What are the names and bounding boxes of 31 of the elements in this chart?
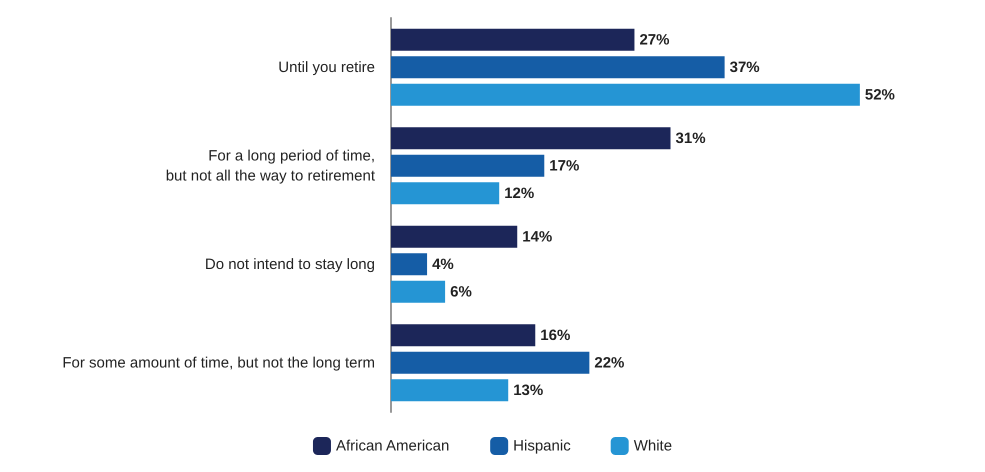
bar — [391, 280, 446, 303]
data-label: 12% — [504, 184, 534, 202]
bar — [391, 253, 428, 276]
legend-label: White — [634, 438, 672, 454]
bar — [391, 154, 544, 177]
bar — [391, 226, 518, 248]
data-label: 4% — [432, 256, 454, 273]
y-tick-label: For some amount of time, but not the long term — [62, 354, 375, 372]
data-label: 13% — [513, 382, 544, 399]
data-label: 37% — [730, 58, 760, 76]
legend-label: African American — [336, 438, 450, 454]
bar — [391, 127, 671, 150]
y-tick-label: Until you retire — [278, 58, 375, 76]
legend-label: Hispanic — [513, 438, 572, 454]
bar — [391, 56, 725, 78]
data-label: 31% — [676, 130, 706, 147]
bar — [391, 28, 634, 51]
data-label: 22% — [594, 354, 624, 372]
data-label: 17% — [549, 157, 580, 174]
bar — [391, 324, 536, 346]
data-label: 6% — [450, 283, 472, 300]
y-tick-label: For a long period of time, but not all the way to retirement — [166, 147, 376, 184]
data-label: 14% — [522, 228, 552, 246]
data-label: 16% — [540, 326, 570, 344]
bar — [391, 182, 500, 204]
bar — [391, 84, 860, 106]
bar — [391, 352, 590, 374]
data-label: 27% — [639, 31, 670, 48]
bar — [391, 379, 508, 402]
y-tick-label: Do not intend to stay long — [204, 256, 375, 273]
data-label: 52% — [864, 86, 895, 104]
